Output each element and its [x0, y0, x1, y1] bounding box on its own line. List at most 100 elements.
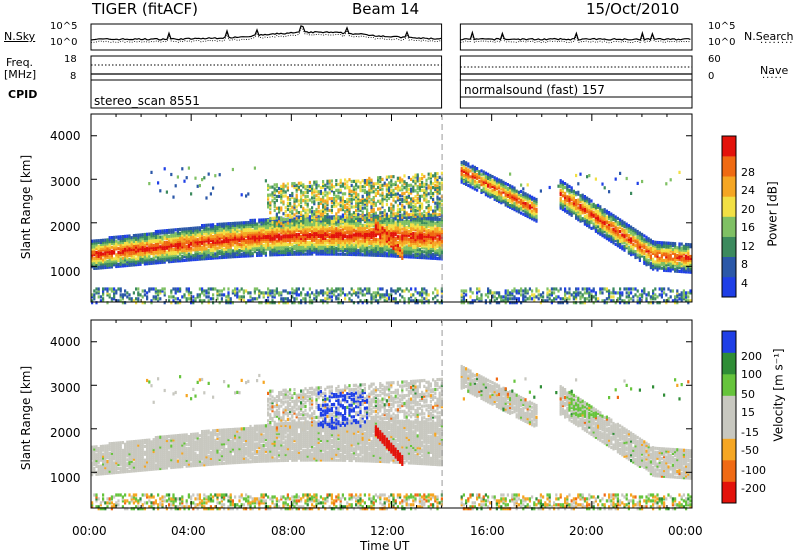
power-pixel	[322, 185, 325, 189]
power-pixel	[185, 237, 188, 241]
power-pixel	[262, 228, 265, 232]
power-pixel	[108, 242, 111, 246]
power-pixel	[500, 297, 503, 301]
power-pixel	[194, 248, 197, 252]
power-pixel	[438, 243, 441, 247]
power-pixel	[113, 251, 116, 255]
power-pixel	[344, 252, 347, 256]
power-pixel	[161, 237, 164, 241]
power-pixel	[262, 291, 265, 295]
power-pixel	[322, 299, 325, 303]
power-pixel	[124, 293, 127, 297]
power-pixel	[238, 225, 241, 229]
power-pixel	[344, 209, 347, 213]
power-pixel	[487, 188, 490, 192]
power-pixel	[407, 225, 410, 230]
power-pixel	[126, 250, 129, 254]
power-pixel	[414, 228, 417, 232]
power-pixel	[113, 239, 116, 243]
power-pixel	[141, 233, 144, 237]
power-pixel	[313, 297, 316, 301]
power-pixel	[143, 250, 146, 254]
power-pixel	[363, 181, 366, 185]
power-pixel	[284, 184, 287, 188]
power-pixel	[489, 299, 492, 303]
power-pixel	[462, 179, 465, 183]
power-pixel	[429, 233, 432, 237]
power-pixel	[429, 221, 432, 225]
power-pixel	[190, 192, 193, 196]
power-pixel	[385, 252, 388, 256]
power-pixel	[97, 287, 100, 291]
power-pixel	[209, 254, 212, 258]
power-pixel	[385, 183, 388, 187]
power-pixel	[113, 243, 116, 247]
power-pixel	[407, 183, 410, 187]
power-pixel	[216, 240, 219, 244]
power-pixel	[513, 289, 516, 293]
power-pixel	[341, 252, 344, 256]
power-pixel	[185, 258, 188, 262]
power-pixel	[390, 287, 393, 291]
power-pixel	[355, 201, 358, 205]
power-pixel	[174, 228, 177, 232]
power-pixel	[377, 218, 380, 222]
power-pixel	[170, 232, 173, 236]
power-pixel	[135, 297, 138, 301]
power-pixel	[385, 226, 388, 230]
power-pixel	[392, 289, 395, 293]
power-pixel	[500, 187, 503, 191]
power-pixel	[388, 293, 391, 297]
power-pixel	[306, 227, 309, 231]
power-pixel	[181, 245, 184, 249]
power-pixel	[392, 250, 395, 254]
power-pixel	[242, 254, 245, 258]
power-pixel	[106, 244, 109, 248]
power-pixel	[361, 247, 364, 251]
power-pixel	[412, 218, 415, 222]
power-pixel	[504, 289, 507, 293]
power-pixel	[267, 203, 270, 207]
power-pixel	[352, 217, 355, 221]
power-pixel	[286, 248, 289, 252]
power-pixel	[517, 210, 520, 214]
power-pixel	[478, 170, 481, 174]
power-pixel	[108, 263, 111, 267]
velocity-cbar-tick-m100: -100	[741, 464, 766, 477]
power-pixel	[148, 244, 151, 248]
x-tick-1200: 12:00	[370, 524, 405, 538]
power-pixel	[311, 210, 314, 214]
power-pixel	[465, 174, 468, 179]
power-pixel	[159, 249, 162, 253]
power-pixel	[469, 169, 472, 173]
nsearch-label: N.Search	[744, 30, 794, 43]
power-pixel	[291, 221, 294, 225]
power-pixel	[143, 260, 146, 264]
power-pixel	[139, 260, 142, 264]
power-pixel	[209, 227, 212, 231]
power-pixel	[260, 253, 263, 257]
power-pixel	[372, 196, 375, 200]
power-pixel	[176, 245, 179, 249]
power-pixel	[341, 227, 344, 231]
power-pixel	[421, 177, 424, 181]
power-pixel	[308, 227, 311, 231]
power-pixel	[181, 251, 184, 255]
power-pixel	[368, 245, 371, 249]
power-pixel	[115, 257, 118, 261]
power-pixel	[132, 235, 135, 240]
power-pixel	[374, 251, 377, 255]
power-pixel	[363, 229, 366, 233]
power-pixel	[264, 247, 267, 251]
power-pixel	[240, 193, 243, 197]
power-pixel	[304, 198, 307, 202]
power-pixel	[238, 223, 241, 227]
power-pixel	[238, 295, 241, 299]
power-pixel	[99, 254, 102, 258]
power-pixel	[117, 299, 120, 303]
power-pixel	[372, 253, 375, 257]
power-pixel	[480, 169, 483, 173]
power-pixel	[368, 196, 371, 200]
power-pixel	[245, 221, 248, 225]
power-pixel	[357, 193, 360, 197]
